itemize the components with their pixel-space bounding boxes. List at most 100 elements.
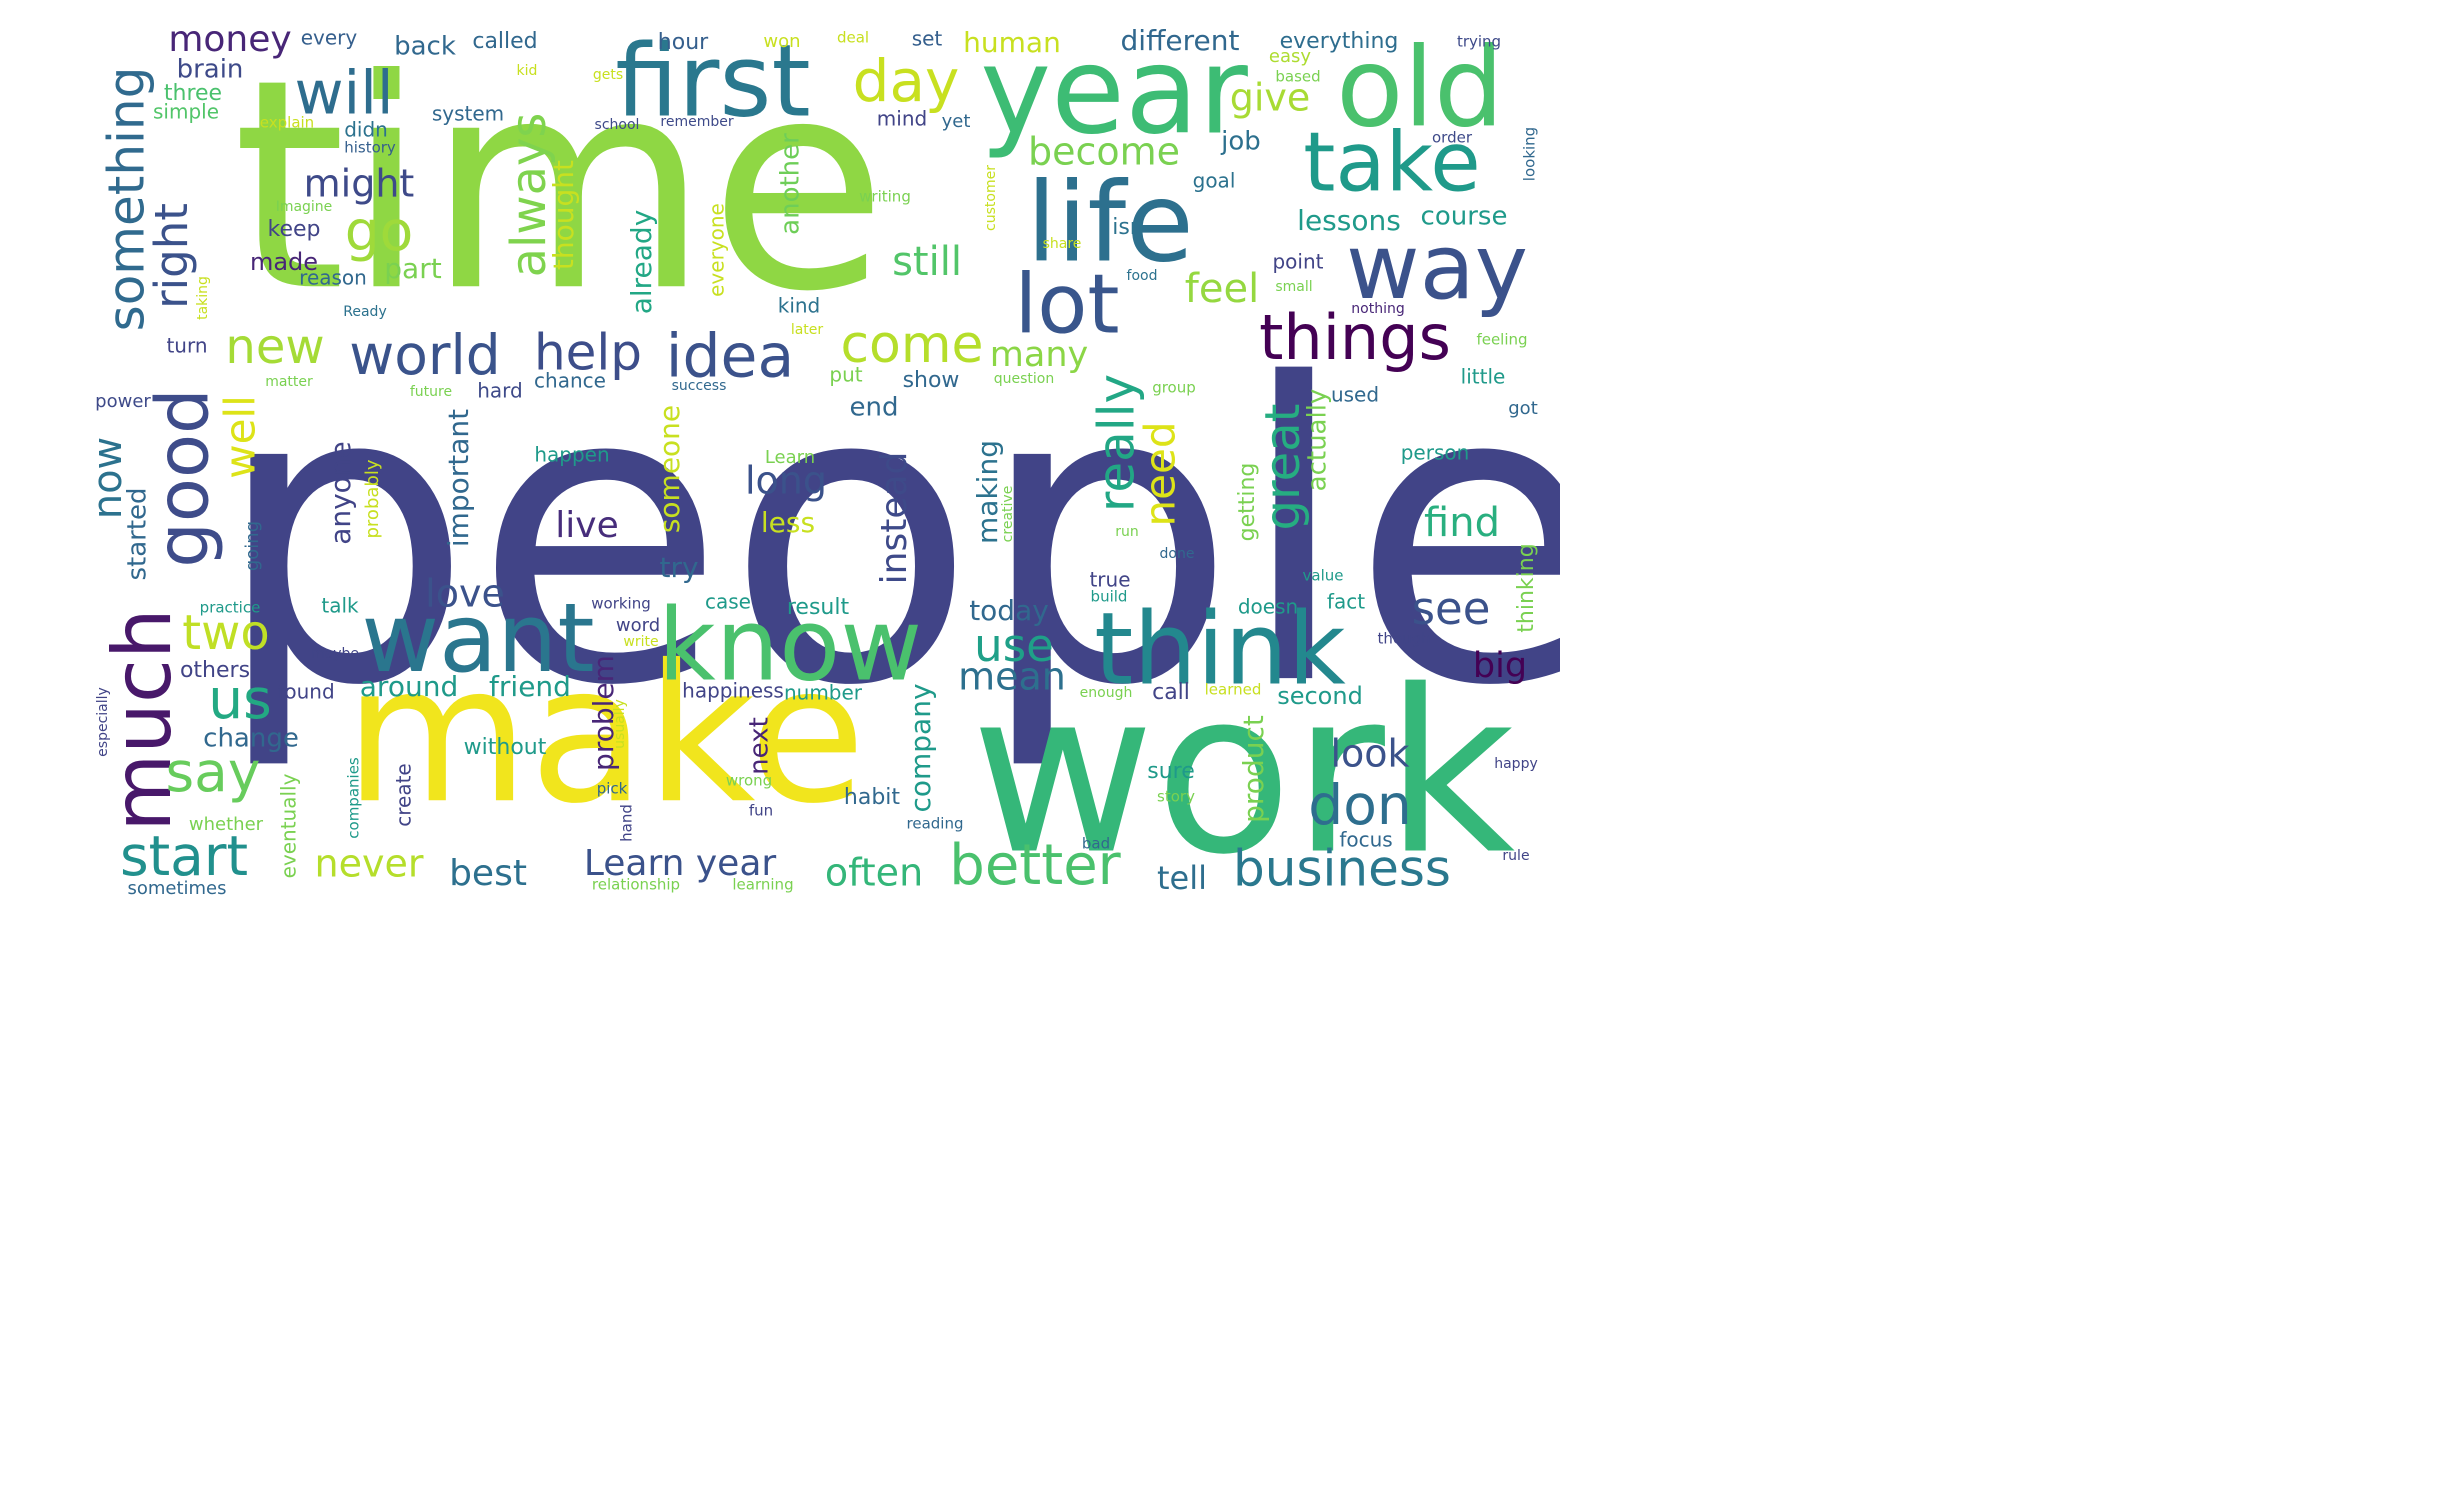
- word-call: call: [1152, 680, 1190, 705]
- word-reading: reading: [907, 815, 964, 833]
- word-kind: kind: [778, 294, 821, 318]
- word-sometimes: sometimes: [127, 878, 226, 899]
- word-thought: thought: [547, 160, 580, 270]
- word-old: old: [1336, 23, 1504, 151]
- word-now: now: [85, 437, 131, 520]
- word-order: order: [1432, 129, 1473, 147]
- word-big: big: [1473, 646, 1527, 686]
- word-story: story: [1157, 788, 1195, 806]
- word-time: time: [232, 18, 887, 355]
- word-won: won: [763, 31, 800, 52]
- word-probably: probably: [362, 459, 383, 538]
- word-going: going: [242, 521, 263, 571]
- word-power: power: [95, 391, 151, 412]
- word-practice: practice: [200, 599, 261, 617]
- word-simple: simple: [153, 100, 219, 124]
- word-change: change: [203, 724, 299, 754]
- word-hand: hand: [618, 804, 636, 842]
- word-next: next: [745, 717, 775, 775]
- word-others: others: [180, 658, 250, 683]
- word-find: find: [1424, 500, 1500, 546]
- word-best: best: [449, 853, 527, 894]
- word-want: want: [361, 584, 594, 694]
- word-goal: goal: [1193, 169, 1236, 193]
- word-year: year: [980, 23, 1248, 162]
- word-ready: Ready: [343, 304, 386, 320]
- word-know: know: [658, 586, 922, 703]
- word-today: today: [969, 594, 1049, 627]
- word-sure: sure: [1147, 759, 1195, 784]
- word-word: word: [616, 615, 660, 636]
- word-use: use: [974, 619, 1054, 672]
- word-wrong: wrong: [726, 772, 772, 790]
- word-day: day: [853, 47, 960, 115]
- word-didn: didn: [344, 118, 388, 142]
- word-little: little: [1461, 365, 1506, 389]
- word-another: another: [776, 133, 806, 235]
- word-run: run: [1115, 524, 1139, 540]
- word-company: company: [904, 683, 937, 812]
- word-end: end: [850, 393, 899, 423]
- word-pick: pick: [597, 780, 628, 798]
- word-people: people: [213, 297, 1560, 775]
- word-second: second: [1277, 682, 1363, 710]
- word-history: history: [344, 139, 396, 157]
- word-always: always: [501, 113, 557, 278]
- word-talk: talk: [321, 594, 359, 618]
- word-see: see: [1412, 582, 1491, 635]
- word-focus: focus: [1339, 828, 1392, 852]
- word-reason: reason: [299, 266, 367, 290]
- word-new: new: [225, 319, 324, 375]
- word-take: take: [1303, 115, 1480, 210]
- word-two: two: [182, 605, 269, 661]
- word-value: value: [1303, 567, 1344, 585]
- word-feel: feel: [1185, 266, 1259, 312]
- word-problem: problem: [587, 655, 620, 771]
- word-companies: companies: [345, 757, 363, 839]
- word-remember: remember: [660, 114, 733, 130]
- word-less: less: [761, 506, 815, 539]
- word-many: many: [990, 335, 1088, 375]
- word-turn: turn: [166, 334, 207, 358]
- word-school: school: [595, 117, 640, 133]
- word-help: help: [534, 324, 642, 382]
- word-creative: creative: [1000, 486, 1016, 543]
- word-lot: lot: [1014, 257, 1119, 352]
- word-feeling: feeling: [1476, 331, 1527, 349]
- word-person: person: [1401, 441, 1470, 465]
- word-long: long: [745, 459, 827, 503]
- word-happiness: happiness: [682, 679, 784, 703]
- word-done: done: [1160, 546, 1195, 562]
- word-rule: rule: [1502, 848, 1529, 864]
- word-especially: especially: [95, 687, 111, 757]
- word-product: product: [1237, 715, 1270, 823]
- word-everything: everything: [1280, 29, 1399, 54]
- word-happen: happen: [534, 443, 609, 467]
- word-say: say: [166, 740, 261, 804]
- word-will: will: [294, 59, 393, 129]
- word-never: never: [315, 842, 424, 886]
- word-someone: someone: [653, 405, 686, 533]
- word-learning: learning: [732, 876, 793, 894]
- word-point: point: [1272, 250, 1323, 274]
- word-later: later: [791, 322, 824, 338]
- word-things: things: [1259, 301, 1451, 374]
- word-called: called: [472, 29, 537, 54]
- word-important: important: [442, 409, 475, 547]
- word-true: true: [1089, 568, 1130, 592]
- word-explain: explain: [260, 114, 314, 132]
- word-small: small: [1275, 279, 1312, 295]
- word-work: work: [971, 643, 1515, 905]
- word-share: share: [1043, 236, 1082, 252]
- word-world: world: [349, 323, 500, 387]
- word-look: look: [1330, 732, 1409, 776]
- word-system: system: [432, 102, 504, 126]
- word-way: way: [1346, 215, 1528, 320]
- word-us: us: [208, 667, 272, 731]
- word-usually: usually: [612, 699, 628, 749]
- word-three: three: [164, 81, 222, 106]
- word-fun: fun: [749, 802, 773, 820]
- word-right: right: [145, 203, 198, 309]
- word-think: think: [1094, 590, 1346, 707]
